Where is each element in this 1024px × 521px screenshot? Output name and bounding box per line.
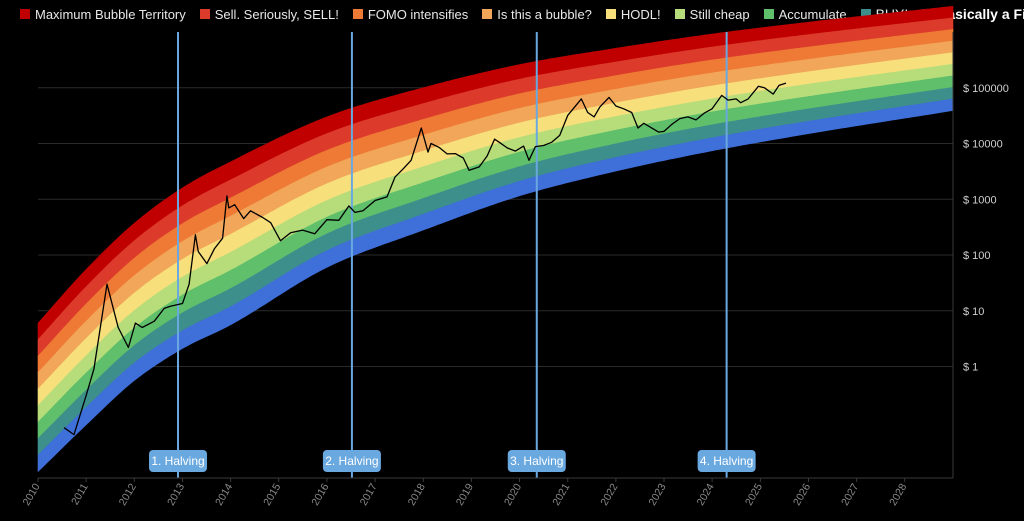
halving-badge: 4. Halving [697,450,756,472]
legend-swatch [199,9,210,19]
x-tick-label: 2022 [598,481,620,507]
x-tick-label: 2024 [695,481,717,507]
halving-badge-bg [507,450,566,472]
legend-label: Maximum Bubble Territory [35,6,186,22]
legend-label: HODL! [620,6,661,22]
legend-swatch [352,9,363,19]
x-tick-label: 2015 [261,481,283,507]
x-tick-label: 2017 [358,481,380,507]
legend-swatch [763,9,774,19]
legend-item-hodl[interactable]: HODL! [605,6,661,22]
legend-swatch [20,9,30,19]
y-tick-label: $ 1 [963,362,978,374]
legend-swatch [482,9,493,19]
x-tick-label: 2025 [743,481,765,507]
halving-badge: 2. Halving [322,450,381,472]
y-tick-label: $ 10000 [963,139,1003,151]
halving-lines [177,32,728,478]
legend-swatch [860,9,871,19]
legend-item-is-this-a-bubble[interactable]: Is this a bubble? [482,7,592,22]
x-tick-label: 2014 [213,481,235,507]
x-tick-label: 2016 [309,481,331,507]
legend-label: Still cheap [689,6,750,22]
legend-label: Is this a bubble? [497,6,592,22]
legend: Maximum Bubble Territory Sell. Seriously,… [20,5,1024,23]
legend-item-sell-seriously-sell[interactable]: Sell. Seriously, SELL! [199,6,339,22]
halving-labels: 1. Halving 2. Halving 3. Halving 4. Halving [149,450,756,472]
halving-label: 3. Halving [510,454,563,468]
x-tick-label: 2018 [406,481,428,507]
y-tick-label: $ 1000 [963,194,997,206]
price-line [63,82,787,436]
legend-swatch [674,9,685,19]
x-tick-label: 2013 [165,481,187,507]
rainbow-bands [37,5,954,473]
x-tick-label: 2011 [69,481,91,507]
x-tick-label: 2012 [117,481,139,507]
halving-label: 1. Halving [151,454,204,468]
halving-badge-bg [697,450,756,472]
legend-item-accumulate[interactable]: Accumulate [763,6,847,22]
x-tick-label: 2019 [454,481,476,507]
halving-badge: 1. Halving [149,450,208,472]
halving-badge-bg [149,450,208,472]
legend-label: FOMO intensifies [367,6,469,22]
x-tick-label: 2010 [21,481,43,507]
x-tick-label: 2026 [791,481,813,507]
legend-label: Accumulate [778,6,847,22]
price-series [63,82,787,436]
x-tick-label: 2028 [887,481,909,507]
x-tick-label: 2023 [647,481,669,507]
x-tick-label: 2020 [502,481,524,507]
legend-item-maximum-bubble-territory[interactable]: Maximum Bubble Territory [20,7,186,22]
halving-badge-bg [322,450,381,472]
legend-item-still-cheap[interactable]: Still cheap [674,6,750,22]
legend-item-fomo-intensifies[interactable]: FOMO intensifies [352,6,469,22]
y-tick-label: $ 100 [963,250,991,262]
y-tick-label: $ 100000 [963,83,1009,95]
legend-label: Basically a Fire Sale [937,6,1024,22]
halving-badge: 3. Halving [507,450,566,472]
legend-label: Sell. Seriously, SELL! [214,6,339,22]
x-tick-label: 2027 [839,481,861,507]
y-tick-label: $ 10 [963,306,984,318]
halving-label: 2. Halving [325,454,378,468]
x-tick-label: 2021 [550,481,572,507]
legend-swatch [605,9,616,19]
halving-label: 4. Halving [700,454,753,468]
